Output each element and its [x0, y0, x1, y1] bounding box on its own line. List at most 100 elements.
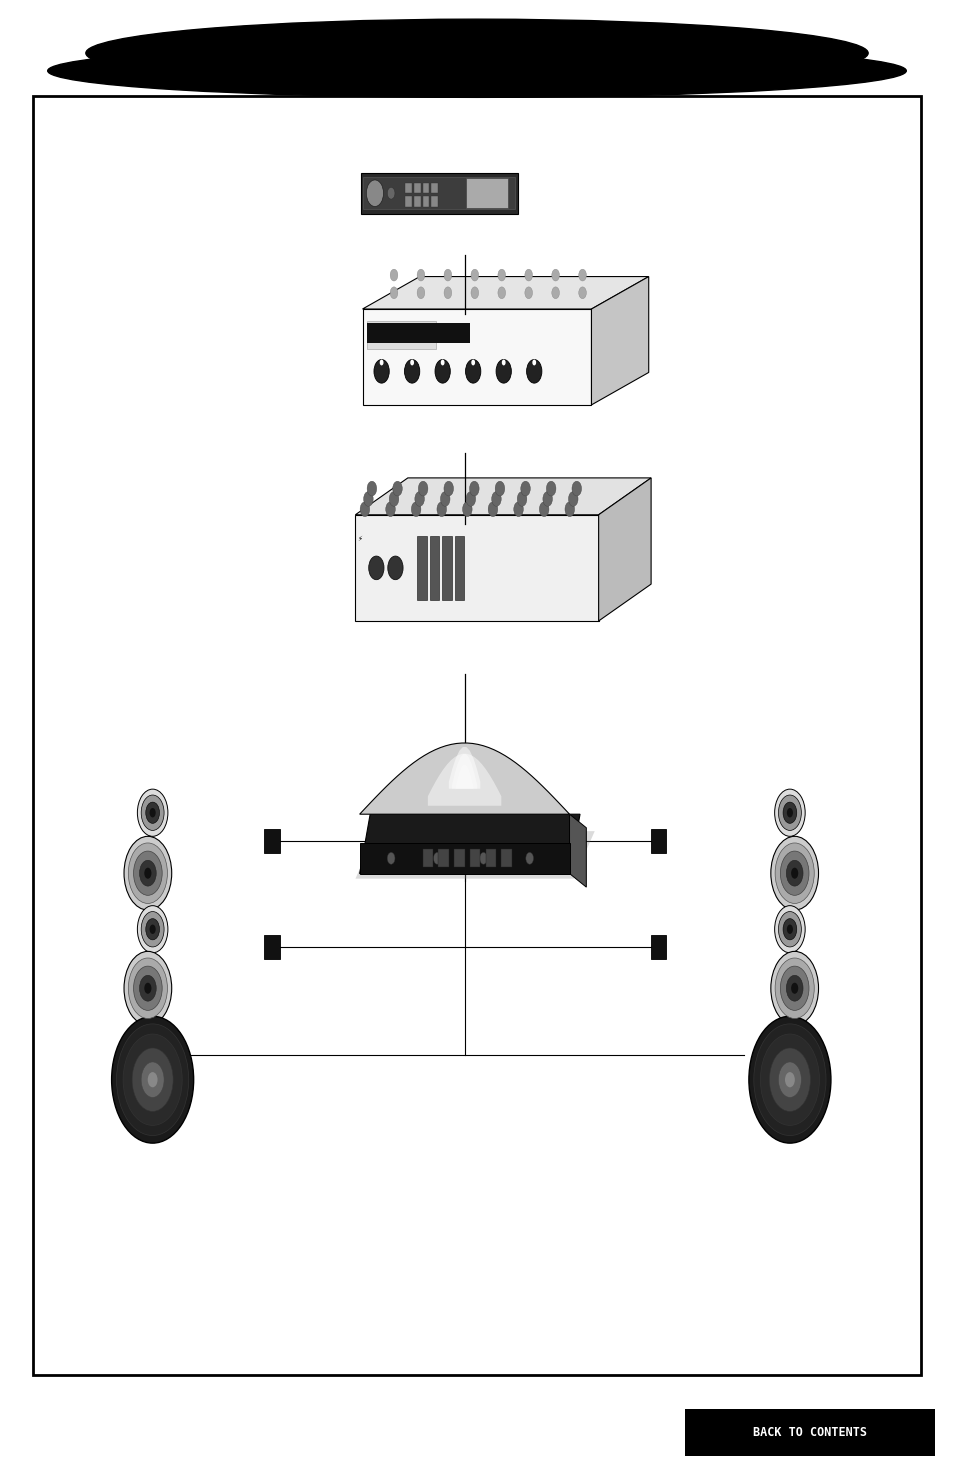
Circle shape [782, 919, 796, 940]
Bar [422, 196, 429, 207]
Circle shape [768, 1047, 809, 1112]
Circle shape [139, 860, 156, 886]
Circle shape [491, 491, 500, 506]
Bar [684, 1409, 934, 1456]
Polygon shape [355, 478, 650, 515]
Circle shape [385, 502, 395, 516]
Polygon shape [355, 832, 594, 879]
Circle shape [436, 502, 446, 516]
Circle shape [784, 1072, 794, 1087]
Circle shape [578, 286, 586, 298]
Circle shape [780, 966, 808, 1010]
Circle shape [368, 556, 383, 580]
Circle shape [496, 360, 511, 384]
Circle shape [366, 180, 383, 206]
Circle shape [525, 853, 533, 864]
Circle shape [415, 491, 424, 506]
Bar [429, 535, 438, 600]
Circle shape [124, 836, 172, 910]
Circle shape [778, 1062, 801, 1097]
Circle shape [774, 906, 804, 953]
Polygon shape [591, 277, 648, 404]
Circle shape [790, 982, 798, 994]
Circle shape [387, 187, 395, 199]
Polygon shape [448, 746, 479, 789]
Bar [367, 320, 436, 350]
Circle shape [433, 853, 440, 864]
Ellipse shape [48, 44, 905, 97]
Circle shape [411, 502, 420, 516]
Polygon shape [455, 764, 474, 791]
Bar [416, 535, 427, 600]
Polygon shape [355, 515, 598, 621]
Circle shape [440, 491, 450, 506]
Bar [485, 850, 496, 867]
Circle shape [141, 1062, 164, 1097]
Circle shape [144, 982, 152, 994]
Circle shape [753, 1024, 825, 1136]
Circle shape [785, 860, 802, 886]
Circle shape [141, 912, 164, 947]
Circle shape [128, 959, 167, 1018]
Circle shape [393, 481, 402, 496]
Circle shape [112, 1016, 193, 1143]
Circle shape [416, 286, 424, 298]
Bar [500, 850, 511, 867]
Circle shape [360, 502, 369, 516]
Circle shape [146, 802, 159, 823]
Circle shape [780, 851, 808, 895]
Circle shape [374, 360, 389, 384]
Circle shape [410, 360, 414, 366]
Circle shape [443, 268, 451, 282]
Circle shape [416, 268, 424, 282]
Circle shape [488, 502, 497, 516]
Circle shape [568, 491, 578, 506]
Circle shape [778, 912, 801, 947]
Circle shape [551, 268, 558, 282]
Bar [405, 196, 412, 207]
Polygon shape [359, 814, 579, 873]
Bar [264, 829, 279, 853]
Circle shape [564, 502, 574, 516]
Polygon shape [452, 754, 476, 789]
Circle shape [782, 802, 796, 823]
Bar [367, 323, 470, 342]
Bar [359, 844, 569, 873]
Polygon shape [362, 310, 591, 404]
Circle shape [538, 502, 548, 516]
Circle shape [495, 481, 504, 496]
Circle shape [139, 975, 156, 1002]
Circle shape [471, 286, 478, 298]
Bar [650, 935, 665, 959]
Circle shape [524, 268, 532, 282]
Bar [422, 183, 429, 193]
Circle shape [774, 789, 804, 836]
Circle shape [137, 906, 168, 953]
Circle shape [146, 919, 159, 940]
Ellipse shape [86, 19, 867, 87]
Circle shape [435, 360, 450, 384]
Circle shape [141, 795, 164, 830]
Text: BACK TO CONTENTS: BACK TO CONTENTS [752, 1426, 866, 1438]
Circle shape [524, 286, 532, 298]
Circle shape [578, 268, 586, 282]
Circle shape [774, 844, 813, 903]
Circle shape [469, 481, 478, 496]
Circle shape [137, 789, 168, 836]
Circle shape [133, 851, 162, 895]
Polygon shape [598, 478, 650, 621]
Circle shape [132, 1047, 173, 1112]
Bar [650, 829, 665, 853]
Circle shape [390, 268, 397, 282]
Circle shape [526, 360, 541, 384]
Circle shape [144, 867, 152, 879]
Circle shape [363, 491, 373, 506]
Bar [437, 850, 448, 867]
Bar [431, 183, 437, 193]
Circle shape [471, 360, 475, 366]
Circle shape [785, 975, 802, 1002]
Circle shape [542, 491, 552, 506]
Bar [442, 535, 452, 600]
Polygon shape [569, 814, 586, 886]
Circle shape [572, 481, 581, 496]
